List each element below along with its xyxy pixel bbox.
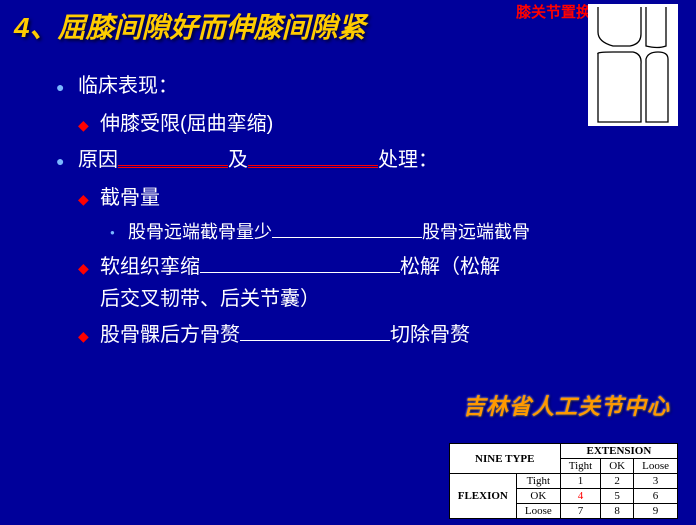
item-limited-extension: 伸膝受限(屈曲挛缩) (78, 108, 696, 140)
rule (240, 340, 390, 341)
cell: 9 (634, 504, 678, 519)
th-flexion: FLEXION (449, 474, 516, 519)
cell: 6 (634, 489, 678, 504)
row-ok: OK (516, 489, 560, 504)
label-treatment: 处理： (378, 149, 438, 171)
col-tight: Tight (560, 459, 600, 474)
subitem-femur-cut: 股骨远端截骨量少 股骨远端截骨 (110, 218, 696, 247)
bullet-clinical: 临床表现： (56, 70, 696, 102)
th-nine-type: NINE TYPE (449, 444, 560, 474)
content-area: 临床表现： 伸膝受限(屈曲挛缩) 原因及处理： 截骨量 股骨远端截骨量少股骨远端… (0, 46, 696, 351)
institution-tag: 吉林省人工关节中心 (463, 389, 670, 421)
rule (248, 165, 378, 166)
rule (272, 237, 422, 238)
col-ok: OK (601, 459, 634, 474)
bullet-cause-treatment: 原因 及 处理： (56, 144, 696, 176)
cell: 8 (601, 504, 634, 519)
cell-highlight: 4 (560, 489, 600, 504)
label-cause: 原因 (78, 149, 118, 171)
text-c: 后交叉韧带、后关节囊） (100, 288, 320, 310)
corner-label: 膝关节置换 (516, 1, 591, 22)
text-a: 股骨髁后方骨赘 (100, 324, 240, 346)
label-and: 及 (228, 149, 248, 171)
rule (200, 272, 400, 273)
text-b: 松解（松解 (400, 256, 500, 278)
cell: 5 (601, 489, 634, 504)
cell: 3 (634, 474, 678, 489)
text-b: 股骨远端截骨 (422, 222, 530, 242)
item-soft-tissue: 软组织挛缩 松解（松解 后交叉韧带、后关节囊） (78, 251, 696, 315)
cell: 2 (601, 474, 634, 489)
cell: 7 (560, 504, 600, 519)
text-a: 软组织挛缩 (100, 256, 200, 278)
rule (118, 165, 228, 166)
text-b: 切除骨赘 (390, 324, 470, 346)
text-a: 股骨远端截骨量少 (128, 222, 272, 242)
cell: 1 (560, 474, 600, 489)
col-loose: Loose (634, 459, 678, 474)
nine-type-table: NINE TYPE EXTENSION Tight OK Loose FLEXI… (449, 443, 678, 519)
item-bone-cut: 截骨量 (78, 182, 696, 214)
item-osteophyte: 股骨髁后方骨赘 切除骨赘 (78, 319, 696, 351)
th-extension: EXTENSION (560, 444, 677, 459)
row-loose: Loose (516, 504, 560, 519)
row-tight: Tight (516, 474, 560, 489)
